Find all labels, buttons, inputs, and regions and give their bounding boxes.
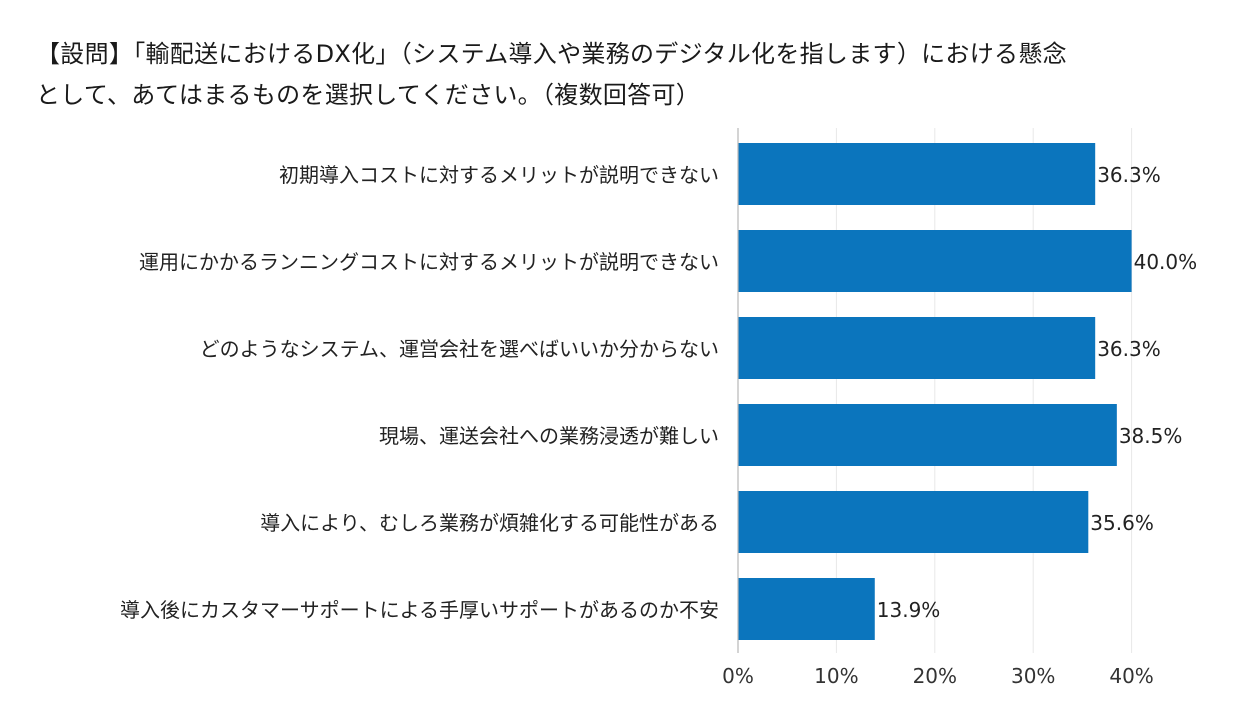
bar-value-label: 40.0%: [1134, 250, 1198, 274]
bar-value-label: 36.3%: [1097, 163, 1161, 187]
bar: [738, 578, 875, 640]
category-label: 導入により、むしろ業務が煩雑化する可能性がある: [260, 511, 719, 535]
question-title: 【設問】「輸配送におけるDX化」（システム導入や業務のデジタル化を指します）にお…: [36, 40, 1067, 109]
bar-value-label: 35.6%: [1090, 511, 1154, 535]
category-label: どのようなシステム、運営会社を選べばいいか分からない: [200, 337, 719, 361]
bar-value-label: 13.9%: [877, 598, 941, 622]
bar: [738, 143, 1096, 205]
x-tick-label: 10%: [814, 664, 858, 688]
bar: [738, 404, 1117, 466]
category-label: 現場、運送会社への業務浸透が難しい: [379, 424, 719, 448]
category-label: 運用にかかるランニングコストに対するメリットが説明できない: [139, 250, 719, 274]
bar: [738, 491, 1089, 553]
bar: [738, 317, 1096, 379]
x-tick-label: 40%: [1109, 664, 1153, 688]
x-tick-label: 30%: [1011, 664, 1055, 688]
x-tick-label: 0%: [722, 664, 754, 688]
category-label: 導入後にカスタマーサポートによる手厚いサポートがあるのか不安: [120, 598, 719, 622]
bar: [738, 230, 1132, 292]
bar-value-label: 38.5%: [1119, 424, 1183, 448]
bar-value-label: 36.3%: [1097, 337, 1161, 361]
x-tick-label: 20%: [913, 664, 957, 688]
category-label: 初期導入コストに対するメリットが説明できない: [279, 163, 719, 187]
